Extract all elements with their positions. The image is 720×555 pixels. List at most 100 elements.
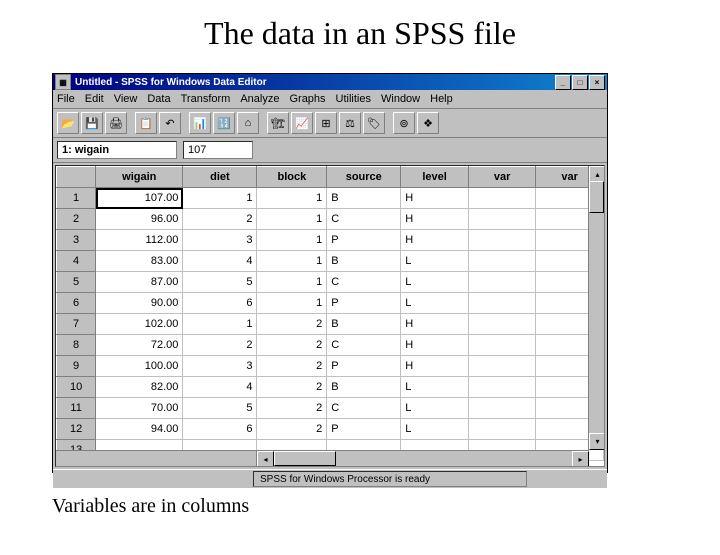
menu-utilities[interactable]: Utilities bbox=[336, 93, 371, 105]
cell[interactable]: L bbox=[401, 377, 469, 398]
toolbar-button-4[interactable]: ↶ bbox=[159, 112, 181, 134]
cell[interactable]: 87.00 bbox=[96, 272, 183, 293]
cell[interactable] bbox=[468, 314, 536, 335]
cell[interactable]: 3 bbox=[183, 230, 257, 251]
cell[interactable]: 5 bbox=[183, 272, 257, 293]
row-header[interactable]: 10 bbox=[57, 377, 96, 398]
cell[interactable]: 112.00 bbox=[96, 230, 183, 251]
toolbar-button-5[interactable]: 📊 bbox=[189, 112, 211, 134]
menu-help[interactable]: Help bbox=[430, 93, 453, 105]
cell[interactable]: B bbox=[327, 314, 401, 335]
menu-window[interactable]: Window bbox=[381, 93, 420, 105]
scroll-h-thumb[interactable] bbox=[274, 451, 336, 466]
cell[interactable]: L bbox=[401, 419, 469, 440]
row-header[interactable]: 12 bbox=[57, 419, 96, 440]
row-header[interactable]: 9 bbox=[57, 356, 96, 377]
cell[interactable]: 6 bbox=[183, 419, 257, 440]
cell[interactable]: 2 bbox=[257, 398, 327, 419]
column-header-source[interactable]: source bbox=[327, 167, 401, 188]
menu-file[interactable]: File bbox=[57, 93, 75, 105]
cell[interactable]: L bbox=[401, 272, 469, 293]
toolbar-button-1[interactable]: 💾 bbox=[81, 112, 103, 134]
toolbar-button-6[interactable]: 🔢 bbox=[213, 112, 235, 134]
cell[interactable] bbox=[468, 419, 536, 440]
cell[interactable]: H bbox=[401, 230, 469, 251]
scroll-down-button[interactable]: ▾ bbox=[589, 433, 605, 450]
minimize-button[interactable]: _ bbox=[555, 75, 571, 90]
cell-value-box[interactable]: 107 bbox=[183, 141, 253, 159]
row-header[interactable]: 8 bbox=[57, 335, 96, 356]
row-header[interactable]: 4 bbox=[57, 251, 96, 272]
cell[interactable]: P bbox=[327, 230, 401, 251]
cell[interactable]: H bbox=[401, 314, 469, 335]
cell[interactable]: C bbox=[327, 335, 401, 356]
cell[interactable]: 2 bbox=[257, 419, 327, 440]
column-header-level[interactable]: level bbox=[401, 167, 469, 188]
cell[interactable]: 100.00 bbox=[96, 356, 183, 377]
row-header[interactable]: 11 bbox=[57, 398, 96, 419]
row-header[interactable]: 2 bbox=[57, 209, 96, 230]
cell[interactable]: 82.00 bbox=[96, 377, 183, 398]
cell[interactable]: P bbox=[327, 356, 401, 377]
toolbar-button-9[interactable]: 📈 bbox=[291, 112, 313, 134]
cell[interactable]: B bbox=[327, 377, 401, 398]
scroll-v-thumb[interactable] bbox=[589, 181, 604, 213]
cell[interactable]: 1 bbox=[257, 209, 327, 230]
cell[interactable]: 4 bbox=[183, 251, 257, 272]
cell[interactable]: C bbox=[327, 272, 401, 293]
maximize-button[interactable]: □ bbox=[572, 75, 588, 90]
cell[interactable]: 1 bbox=[183, 188, 257, 209]
cell[interactable] bbox=[468, 251, 536, 272]
cell[interactable]: H bbox=[401, 209, 469, 230]
toolbar-button-12[interactable]: 🏷 bbox=[363, 112, 385, 134]
cell[interactable] bbox=[468, 293, 536, 314]
cell[interactable]: 70.00 bbox=[96, 398, 183, 419]
cell[interactable]: 96.00 bbox=[96, 209, 183, 230]
cell[interactable]: P bbox=[327, 419, 401, 440]
cell[interactable]: L bbox=[401, 293, 469, 314]
menu-view[interactable]: View bbox=[114, 93, 138, 105]
cell[interactable]: H bbox=[401, 188, 469, 209]
cell[interactable]: 2 bbox=[257, 377, 327, 398]
cell[interactable]: 94.00 bbox=[96, 419, 183, 440]
cell[interactable]: 1 bbox=[183, 314, 257, 335]
scroll-left-button[interactable]: ◂ bbox=[257, 451, 274, 467]
column-header-block[interactable]: block bbox=[257, 167, 327, 188]
cell[interactable]: 1 bbox=[257, 251, 327, 272]
cell[interactable]: 1 bbox=[257, 188, 327, 209]
toolbar-button-11[interactable]: ⚖ bbox=[339, 112, 361, 134]
toolbar-button-0[interactable]: 📂 bbox=[57, 112, 79, 134]
cell[interactable] bbox=[468, 272, 536, 293]
toolbar-button-14[interactable]: ❖ bbox=[417, 112, 439, 134]
column-header-wigain[interactable]: wigain bbox=[96, 167, 183, 188]
menu-edit[interactable]: Edit bbox=[85, 93, 104, 105]
cell-name-box[interactable]: 1: wigain bbox=[57, 141, 177, 159]
close-button[interactable]: × bbox=[589, 75, 605, 90]
cell[interactable]: 2 bbox=[257, 314, 327, 335]
cell[interactable]: 1 bbox=[257, 272, 327, 293]
cell[interactable]: 1 bbox=[257, 230, 327, 251]
cell[interactable]: 2 bbox=[183, 335, 257, 356]
cell[interactable]: 107.00 bbox=[96, 188, 183, 209]
cell[interactable]: L bbox=[401, 251, 469, 272]
cell[interactable] bbox=[468, 335, 536, 356]
cell[interactable] bbox=[468, 188, 536, 209]
cell[interactable]: B bbox=[327, 188, 401, 209]
row-header[interactable]: 7 bbox=[57, 314, 96, 335]
cell[interactable]: 2 bbox=[257, 335, 327, 356]
cell[interactable]: 102.00 bbox=[96, 314, 183, 335]
cell[interactable]: P bbox=[327, 293, 401, 314]
cell[interactable]: 3 bbox=[183, 356, 257, 377]
cell[interactable] bbox=[468, 230, 536, 251]
cell[interactable]: 5 bbox=[183, 398, 257, 419]
toolbar-button-7[interactable]: ⌂ bbox=[237, 112, 259, 134]
cell[interactable]: 2 bbox=[183, 209, 257, 230]
cell[interactable]: H bbox=[401, 335, 469, 356]
cell[interactable]: 1 bbox=[257, 293, 327, 314]
menu-data[interactable]: Data bbox=[147, 93, 170, 105]
toolbar-button-10[interactable]: ⊞ bbox=[315, 112, 337, 134]
toolbar-button-2[interactable]: 🖨 bbox=[105, 112, 127, 134]
toolbar-button-3[interactable]: 📋 bbox=[135, 112, 157, 134]
column-header-diet[interactable]: diet bbox=[183, 167, 257, 188]
cell[interactable]: C bbox=[327, 398, 401, 419]
